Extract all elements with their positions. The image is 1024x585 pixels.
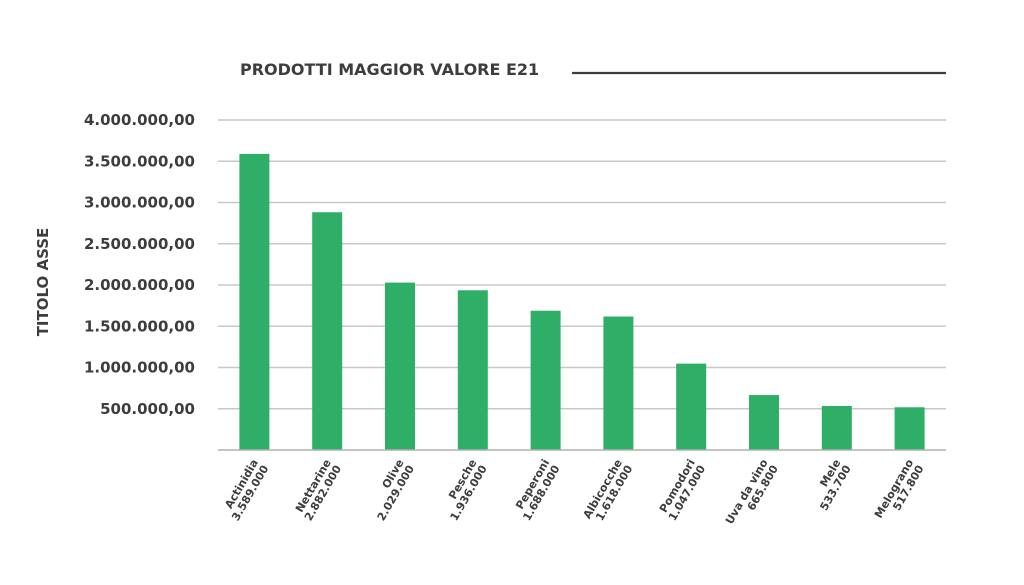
bar [821,405,852,450]
bars [239,153,925,450]
chart-title: PRODOTTI MAGGIOR VALORE E21 [240,60,539,79]
bar [239,153,270,450]
y-tick-label: 2.500.000,00 [84,235,195,253]
bar [603,316,634,450]
y-tick-label: 3.000.000,00 [84,194,195,212]
y-tick-label: 500.000,00 [100,400,195,418]
y-tick-label: 1.000.000,00 [84,359,195,377]
y-tick-labels: 500.000,00 1.000.000,00 1.500.000,00 2.000.… [84,111,195,418]
bar [457,290,488,450]
y-tick-label: 3.500.000,00 [84,152,195,170]
bar [385,282,415,450]
y-tick-label: 4.000.000,00 [84,111,195,129]
bar [530,310,561,450]
y-tick-label: 1.500.000,00 [84,317,195,335]
bar [749,395,779,450]
bar [894,407,925,450]
y-axis-label: TITOLO ASSE [34,228,52,337]
y-tick-label: 2.000.000,00 [84,276,195,294]
bar [676,363,707,450]
bar [312,212,343,450]
